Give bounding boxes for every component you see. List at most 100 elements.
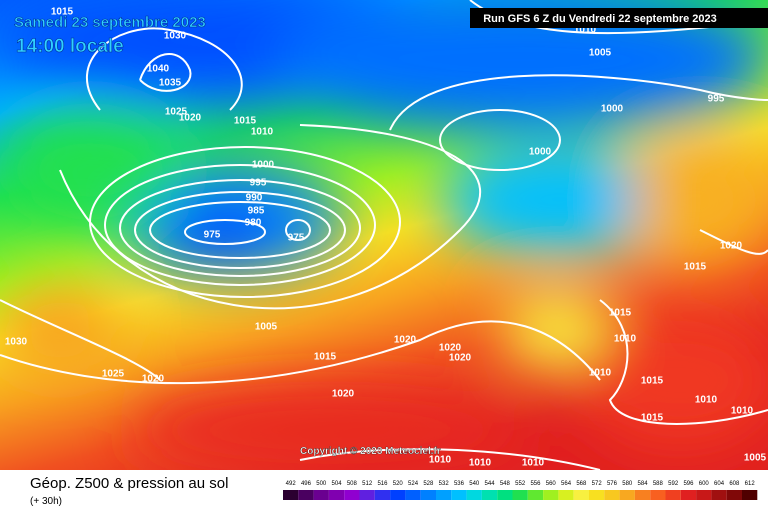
time-text: 14:00 locale <box>16 36 124 57</box>
scale-label: 504 <box>332 481 343 487</box>
scale-label: 608 <box>729 481 740 487</box>
isobar-label: 1020 <box>179 113 202 124</box>
scale-label: 552 <box>515 481 526 487</box>
scale-swatch <box>344 490 360 500</box>
scale-swatch <box>696 490 712 500</box>
scale-swatch <box>527 490 544 500</box>
isobar-label: 1020 <box>720 241 743 252</box>
isobar-label: 1015 <box>684 262 707 273</box>
isobar-label: 1035 <box>159 78 182 89</box>
isobar-label: 1010 <box>731 406 754 417</box>
isobar-label: 1030 <box>164 31 187 42</box>
scale-label: 524 <box>408 481 419 487</box>
isobar-label: 1005 <box>255 322 278 333</box>
isobar-label: 1010 <box>574 25 597 36</box>
scale-label: 508 <box>347 481 358 487</box>
isobar-label: 1010 <box>695 395 718 406</box>
isobar-label: 1010 <box>251 127 274 138</box>
scale-swatch <box>573 490 589 500</box>
scale-label: 492 <box>286 481 297 487</box>
isobar-label: 1000 <box>252 160 275 171</box>
scale-swatch <box>390 490 406 500</box>
scale-swatch <box>680 490 697 500</box>
scale-swatch <box>359 490 375 500</box>
isobar-label: 1020 <box>449 353 472 364</box>
scale-label: 564 <box>561 481 572 487</box>
copyright: Copyright © 2023 Meteociel.fr <box>300 446 441 457</box>
isobar-label: 975 <box>288 233 305 244</box>
isobar-label: 995 <box>708 94 725 105</box>
scale-swatch <box>650 490 666 500</box>
scale-swatch <box>451 490 467 500</box>
isobar-label: 1015 <box>51 7 74 18</box>
color-scale: 492 496 500 504 508 512 516 520 524 528 532 536 540 5… <box>283 481 758 500</box>
scale-swatch <box>634 490 651 500</box>
isobar-label: 990 <box>246 193 263 204</box>
scale-swatch <box>619 490 635 500</box>
scale-label: 604 <box>714 481 725 487</box>
scale-label: 500 <box>316 481 327 487</box>
isobar-label: 1020 <box>394 335 417 346</box>
isobar-label: 1010 <box>589 368 612 379</box>
scale-swatch <box>589 490 605 500</box>
scale-label: 588 <box>653 481 664 487</box>
isobar-label: 1020 <box>332 389 355 400</box>
footer-lead: (+ 30h) <box>30 496 62 507</box>
isobar-label: 1010 <box>614 334 637 345</box>
isobar-label: 1015 <box>609 308 632 319</box>
scale-swatch <box>298 490 314 500</box>
isobar-label: 980 <box>245 218 262 229</box>
scale-swatch <box>313 490 329 500</box>
scale-swatch <box>512 490 528 500</box>
isobar-label: 1020 <box>439 343 462 354</box>
isobar-label: 1025 <box>102 369 125 380</box>
isobar-label: 1040 <box>147 64 170 75</box>
scale-swatch <box>497 490 513 500</box>
isobar-label: 1005 <box>744 453 767 464</box>
scale-swatch <box>436 490 452 500</box>
run-banner <box>470 8 768 28</box>
scale-swatch <box>420 490 436 500</box>
isobar-label: 985 <box>248 206 265 217</box>
scale-swatch <box>283 490 299 500</box>
isobar-label: 995 <box>250 178 267 189</box>
scale-swatch <box>543 490 559 500</box>
scale-label: 516 <box>377 481 388 487</box>
scale-label: 600 <box>699 481 710 487</box>
isobar-label: 1015 <box>314 352 337 363</box>
scale-label: 496 <box>301 481 312 487</box>
scale-label: 580 <box>622 481 633 487</box>
scale-label: 596 <box>683 481 694 487</box>
scale-label: 568 <box>576 481 587 487</box>
scale-label: 572 <box>592 481 603 487</box>
footer-title: Géop. Z500 & pression au sol <box>30 475 228 492</box>
isobar-label: 1020 <box>142 374 165 385</box>
scale-label: 556 <box>530 481 541 487</box>
scale-label: 528 <box>423 481 434 487</box>
isobar-label: 1000 <box>601 104 624 115</box>
isobar-label: 1010 <box>429 455 452 466</box>
isobar-label: 1015 <box>234 116 257 127</box>
isobar-label: 1000 <box>529 147 552 158</box>
isobar-label: 1010 <box>522 458 545 469</box>
isobar-label: 1010 <box>469 458 492 469</box>
scale-label: 532 <box>439 481 450 487</box>
scale-swatch <box>481 490 498 500</box>
date-text: Samedi 23 septembre 2023 <box>14 14 206 31</box>
scale-swatch <box>558 490 574 500</box>
scale-swatch <box>665 490 681 500</box>
scale-swatch <box>742 490 758 500</box>
scale-label: 536 <box>454 481 465 487</box>
scale-swatch <box>328 490 345 500</box>
scale-label: 520 <box>393 481 404 487</box>
isobar-lines <box>0 0 768 470</box>
scale-label: 544 <box>485 481 496 487</box>
isobar-label: 1015 <box>641 376 664 387</box>
scale-label: 592 <box>668 481 679 487</box>
scale-label: 612 <box>745 481 756 487</box>
scale-label: 584 <box>638 481 649 487</box>
scale-swatch <box>405 490 421 500</box>
isobar-label: 1030 <box>5 337 28 348</box>
